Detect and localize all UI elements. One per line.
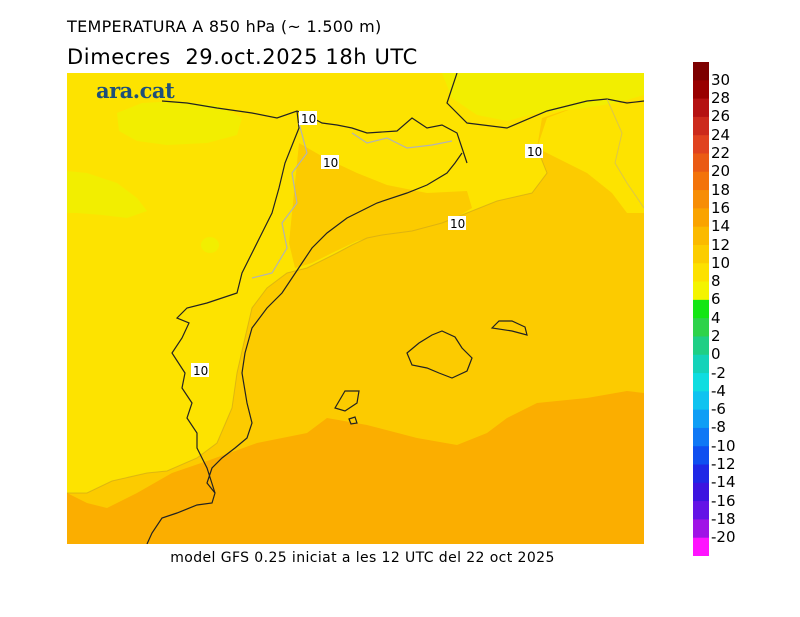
temperature-map: 10 10 10 10 10 xyxy=(67,73,644,544)
legend-swatch xyxy=(693,244,709,264)
ibiza xyxy=(334,390,360,412)
legend-label: 2 xyxy=(711,326,721,345)
legend-swatch xyxy=(693,391,709,411)
svg-text:10: 10 xyxy=(450,217,465,231)
border-north xyxy=(161,100,468,164)
legend-label: 18 xyxy=(711,180,731,199)
legend-label: -14 xyxy=(711,473,736,492)
legend-swatch xyxy=(693,519,709,539)
legend-swatch xyxy=(693,482,709,502)
mallorca xyxy=(406,330,473,379)
legend-swatch xyxy=(693,190,709,209)
legend-label: 16 xyxy=(711,198,731,217)
legend-swatch xyxy=(693,135,709,155)
legend-label: -20 xyxy=(711,528,736,547)
legend-label: -6 xyxy=(711,400,726,419)
legend-swatch xyxy=(693,501,709,521)
legend-swatch xyxy=(693,446,709,466)
legend-swatch xyxy=(693,171,709,191)
legend-label: 6 xyxy=(711,290,721,309)
legend-label: 26 xyxy=(711,107,731,126)
legend-label: -8 xyxy=(711,418,726,437)
band-6-8-northeast xyxy=(442,73,644,121)
legend-swatch xyxy=(693,62,709,81)
legend-label: 0 xyxy=(711,345,721,364)
temperature-legend xyxy=(693,62,709,556)
band-6-8-north xyxy=(117,101,242,145)
band-8-10 xyxy=(67,73,644,493)
legend-swatch xyxy=(693,336,709,356)
legend-swatch xyxy=(693,409,709,429)
forecast-day: Dimecres xyxy=(67,45,171,69)
legend-swatch xyxy=(693,226,709,246)
formentera xyxy=(348,416,358,425)
legend-label: -18 xyxy=(711,509,736,528)
forecast-date: 29.oct.2025 xyxy=(185,45,319,69)
legend-label: 12 xyxy=(711,235,731,254)
legend-label: 4 xyxy=(711,308,721,327)
legend-label: 20 xyxy=(711,162,731,181)
legend-label: -12 xyxy=(711,455,736,473)
legend-swatch xyxy=(693,208,709,228)
legend-swatch xyxy=(693,299,709,319)
legend-label: 30 xyxy=(711,70,731,89)
legend-label: 8 xyxy=(711,272,721,291)
legend-label: 24 xyxy=(711,125,731,144)
legend-swatch xyxy=(693,80,709,100)
legend-swatch xyxy=(693,537,709,556)
legend-label: 22 xyxy=(711,144,731,162)
legend-swatch xyxy=(693,153,709,173)
legend-label: 10 xyxy=(711,253,731,272)
svg-text:10: 10 xyxy=(527,145,542,159)
legend-swatch xyxy=(693,464,709,484)
border-east-coast xyxy=(446,73,644,129)
legend-label: -10 xyxy=(711,436,736,455)
contour-label-4: 10 xyxy=(448,216,466,231)
legend-swatch xyxy=(693,318,709,338)
band-8-10-east xyxy=(537,103,644,213)
band-6-8-spot xyxy=(201,237,219,253)
svg-text:10: 10 xyxy=(323,156,338,170)
legend-swatch xyxy=(693,373,709,392)
menorca xyxy=(490,320,528,336)
ara-cat-logo[interactable]: ara.cat xyxy=(96,78,175,103)
svg-text:10: 10 xyxy=(301,112,316,126)
model-info: model GFS 0.25 iniciat a les 12 UTC del … xyxy=(170,550,555,566)
admin-border xyxy=(251,122,453,279)
legend-swatch xyxy=(693,427,709,447)
band-10-12-interior xyxy=(289,143,472,268)
border-west xyxy=(171,110,300,494)
contour-label-3: 10 xyxy=(525,144,543,159)
legend-swatch xyxy=(693,98,709,118)
band-6-8-west xyxy=(67,171,147,218)
contour-label-5: 10 xyxy=(191,363,209,378)
contour-label-2: 10 xyxy=(321,155,339,170)
legend-label: -2 xyxy=(711,363,726,382)
legend-label: -16 xyxy=(711,491,736,510)
legend-swatch xyxy=(693,263,709,283)
legend-swatch xyxy=(693,281,709,301)
isotherm-10 xyxy=(67,147,548,494)
admin-border-east xyxy=(606,98,644,209)
legend-swatch xyxy=(693,116,709,136)
legend-label: 28 xyxy=(711,89,731,108)
legend-label: -4 xyxy=(711,381,726,400)
contour-label-1: 10 xyxy=(299,111,317,126)
legend-swatch xyxy=(693,354,709,374)
map-title: TEMPERATURA A 850 hPa (~ 1.500 m) xyxy=(67,17,382,36)
forecast-time: Dimecres 29.oct.2025 18h UTC xyxy=(67,45,418,69)
forecast-hour: 18h UTC xyxy=(325,45,418,69)
legend-label: 14 xyxy=(711,217,731,236)
coastline xyxy=(146,152,463,544)
svg-text:10: 10 xyxy=(193,364,208,378)
